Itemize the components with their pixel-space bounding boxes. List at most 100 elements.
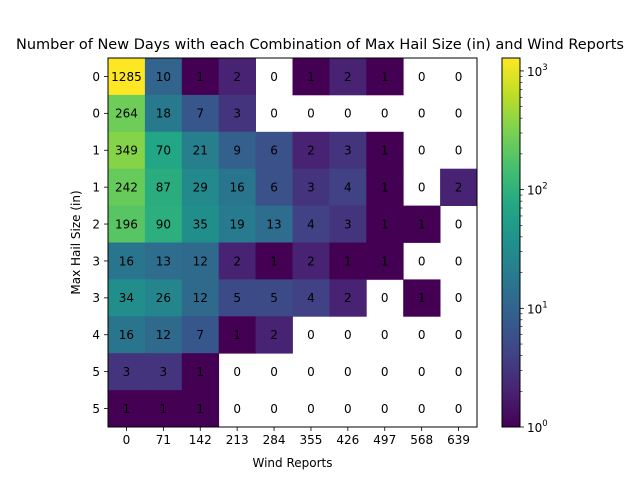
heatmap-cell xyxy=(144,58,183,96)
cell-value-label: 1285 xyxy=(111,70,142,84)
cell-value-label: 16 xyxy=(230,180,245,194)
y-tick-label: 2 xyxy=(92,217,100,231)
cell-value-label: 0 xyxy=(418,402,426,416)
heatmap-cell xyxy=(181,242,220,280)
colorbar-tick-label: 101 xyxy=(527,300,548,316)
cell-value-label: 3 xyxy=(344,217,352,231)
colorbar-tick-label: 102 xyxy=(527,182,548,198)
y-tick-label: 3 xyxy=(92,254,100,268)
heatmap-cell xyxy=(108,242,146,280)
cell-value-label: 12 xyxy=(193,254,208,268)
heatmap-cell xyxy=(144,316,183,354)
cell-value-label: 0 xyxy=(344,402,352,416)
y-tick-label: 4 xyxy=(92,328,100,342)
heatmap-cell xyxy=(218,168,256,206)
x-tick-label: 568 xyxy=(410,433,433,447)
cell-value-label: 0 xyxy=(307,365,315,379)
cell-value-label: 0 xyxy=(381,365,389,379)
heatmap-cell xyxy=(329,242,367,280)
colorbar-tick-label: 100 xyxy=(527,419,548,435)
cell-value-label: 0 xyxy=(344,107,352,121)
cell-value-label: 1 xyxy=(381,254,389,268)
cell-value-label: 1 xyxy=(381,70,389,84)
cell-value-label: 5 xyxy=(270,291,278,305)
cell-value-label: 0 xyxy=(381,107,389,121)
cell-value-label: 0 xyxy=(233,402,241,416)
x-tick-label: 0 xyxy=(123,433,131,447)
heatmap-cell xyxy=(144,353,183,391)
cell-value-label: 4 xyxy=(307,217,315,231)
heatmap-cell xyxy=(255,205,293,243)
cell-value-label: 1 xyxy=(196,402,204,416)
heatmap-cell xyxy=(255,279,293,317)
cell-value-label: 0 xyxy=(418,180,426,194)
heatmap-cell xyxy=(144,390,183,428)
cell-value-label: 1 xyxy=(196,365,204,379)
cell-value-label: 0 xyxy=(418,328,426,342)
cell-value-label: 0 xyxy=(381,402,389,416)
x-tick-label: 284 xyxy=(263,433,286,447)
heatmap-cell xyxy=(218,242,256,280)
cell-value-label: 1 xyxy=(270,254,278,268)
cell-value-label: 0 xyxy=(270,70,278,84)
cell-value-label: 1 xyxy=(418,217,426,231)
cell-value-label: 0 xyxy=(418,365,426,379)
y-tick-label: 3 xyxy=(92,291,100,305)
cell-value-label: 2 xyxy=(233,254,241,268)
heatmap-cell xyxy=(144,94,183,133)
cell-value-label: 34 xyxy=(119,291,134,305)
heatmap-cell xyxy=(218,205,256,243)
cell-value-label: 1 xyxy=(307,70,315,84)
heatmap-cell xyxy=(292,168,330,206)
heatmap-cell xyxy=(366,168,404,206)
cell-value-label: 12 xyxy=(193,291,208,305)
cell-value-label: 1 xyxy=(196,70,204,84)
y-tick-label: 1 xyxy=(92,180,100,194)
cell-value-label: 7 xyxy=(196,328,204,342)
cell-value-label: 16 xyxy=(119,254,134,268)
cell-value-label: 0 xyxy=(455,254,463,268)
cell-value-label: 18 xyxy=(156,107,171,121)
heatmap-cell xyxy=(108,279,146,317)
heatmap-cell xyxy=(255,168,293,206)
cell-value-label: 0 xyxy=(344,365,352,379)
cell-value-label: 0 xyxy=(455,402,463,416)
heatmap-cell xyxy=(403,205,441,243)
heatmap-cell xyxy=(144,279,183,317)
cell-value-label: 1 xyxy=(418,291,426,305)
cell-value-label: 0 xyxy=(418,254,426,268)
cell-value-label: 0 xyxy=(418,144,426,158)
heatmap-cell xyxy=(366,131,404,170)
cell-value-label: 12 xyxy=(156,328,171,342)
cell-value-label: 9 xyxy=(233,144,241,158)
heatmap-cell xyxy=(108,316,146,354)
cell-value-label: 3 xyxy=(233,107,241,121)
heatmap-cell xyxy=(292,279,330,317)
cell-value-label: 0 xyxy=(418,70,426,84)
x-tick-label: 639 xyxy=(447,433,470,447)
cell-value-label: 0 xyxy=(455,107,463,121)
x-tick-label: 71 xyxy=(156,433,171,447)
cell-value-label: 19 xyxy=(230,217,245,231)
cell-value-label: 0 xyxy=(270,365,278,379)
heatmap-cell xyxy=(108,353,146,391)
cell-value-label: 1 xyxy=(344,254,352,268)
cell-value-label: 3 xyxy=(160,365,168,379)
heatmap-cell xyxy=(108,94,146,133)
cell-value-label: 13 xyxy=(156,254,171,268)
cell-value-label: 2 xyxy=(270,328,278,342)
cell-value-label: 1 xyxy=(123,402,131,416)
y-tick-label: 0 xyxy=(92,107,100,121)
cell-value-label: 7 xyxy=(196,107,204,121)
cell-value-label: 1 xyxy=(381,180,389,194)
heatmap-cell xyxy=(366,58,404,96)
cell-value-label: 4 xyxy=(344,180,352,194)
cell-value-label: 6 xyxy=(270,180,278,194)
heatmap-cell xyxy=(218,279,256,317)
cell-value-label: 0 xyxy=(307,107,315,121)
cell-value-label: 0 xyxy=(455,365,463,379)
cell-value-label: 4 xyxy=(307,291,315,305)
cell-value-label: 2 xyxy=(344,70,352,84)
heatmap-cell xyxy=(292,58,330,96)
